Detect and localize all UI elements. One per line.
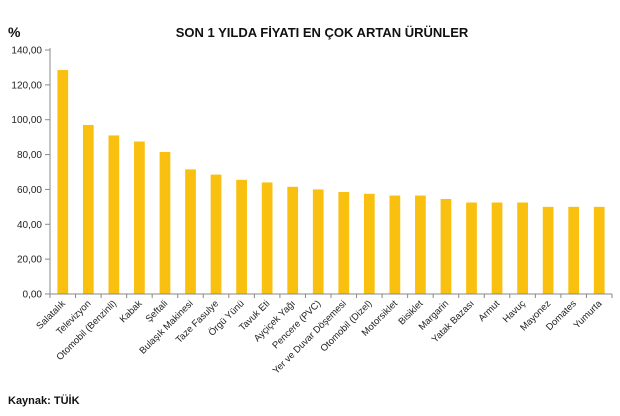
chart-axes [49, 48, 613, 298]
bar [338, 192, 350, 294]
bar [415, 195, 426, 294]
y-tick-label: 0,00 [23, 290, 43, 301]
y-tick-label: 120,00 [11, 80, 42, 91]
y-tick-label: 140,00 [11, 46, 42, 57]
bar [568, 206, 580, 294]
y-tick-label: 40,00 [17, 220, 42, 231]
category-label: Armut [476, 298, 502, 324]
chart-title: SON 1 YILDA FİYATI EN ÇOK ARTAN ÜRÜNLER [176, 25, 469, 40]
bar [134, 141, 145, 294]
bar [261, 182, 273, 294]
bar [593, 206, 605, 294]
bar [542, 206, 554, 294]
y-tick-label: 100,00 [11, 115, 42, 126]
y-tick-label: 20,00 [17, 255, 42, 266]
bar [440, 199, 452, 294]
y-tick-label: 80,00 [17, 150, 42, 161]
bar [312, 189, 324, 294]
bar [466, 202, 477, 294]
y-axis-ticks: 0,00 20,00 40,00 60,00 80,00 100,00 120,00 140,… [11, 46, 50, 301]
bar [287, 186, 299, 294]
category-label: Kabak [118, 298, 145, 325]
bar [363, 193, 375, 294]
bar [108, 135, 120, 294]
y-axis-unit-label: % [8, 24, 21, 40]
bar [236, 179, 247, 294]
bar [210, 174, 222, 294]
bar [389, 195, 401, 294]
bar [517, 202, 528, 294]
source-label: Kaynak: TÜİK [8, 394, 80, 407]
category-label: Yumurta [572, 298, 605, 331]
bar [185, 169, 196, 294]
bar [491, 202, 503, 294]
bar [57, 70, 69, 294]
y-tick-label: 60,00 [17, 185, 42, 196]
bar-series [57, 70, 605, 294]
bar [159, 151, 171, 294]
bar [82, 124, 94, 294]
